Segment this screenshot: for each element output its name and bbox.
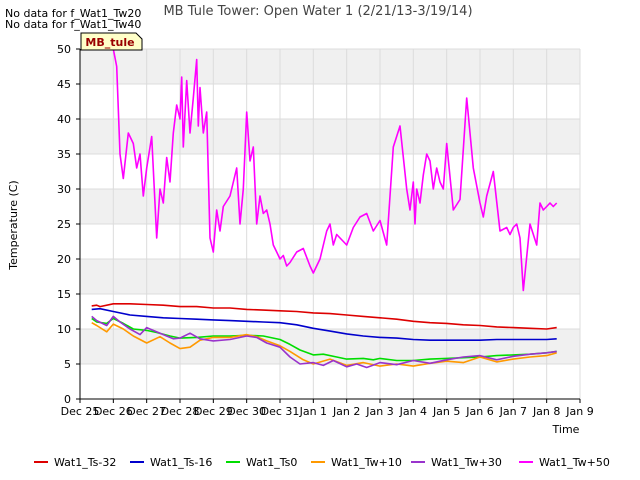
y-tick-label: 35 [57, 148, 71, 161]
legend-label: Wat1_Ts-32 [54, 455, 117, 469]
x-tick-label: Dec 29 [194, 405, 233, 418]
y-axis-ticks: 0 5 10 15 20 25 30 35 40 45 50 [57, 43, 80, 406]
y-tick-label: 40 [57, 113, 71, 126]
station-annotation: MB_tule [80, 32, 143, 51]
x-tick-label: Jan 2 [332, 405, 360, 418]
y-tick-label: 0 [64, 393, 71, 406]
x-tick-label: Dec 27 [127, 405, 166, 418]
legend-swatch [519, 461, 533, 463]
y-tick-label: 20 [57, 253, 71, 266]
grid-band [80, 259, 580, 294]
series-line-wat1-tw-30 [91, 315, 557, 369]
y-axis-label: Temperature (C) [7, 180, 20, 270]
legend-item-wat1-tw-10: Wat1_Tw+10 [311, 454, 402, 470]
legend-item-wat1-tw-50: Wat1_Tw+50 [519, 454, 610, 470]
legend-swatch [34, 461, 48, 463]
y-tick-label: 10 [57, 323, 71, 336]
legend-item-wat1-ts-16: Wat1_Ts-16 [130, 454, 212, 470]
grid-band [80, 49, 580, 84]
legend-item-wat1-tw-30: Wat1_Tw+30 [411, 454, 502, 470]
annotation-label: MB_tule [85, 36, 134, 49]
legend-label: Wat1_Ts0 [246, 455, 298, 469]
x-tick-label: Jan 7 [499, 405, 527, 418]
series-line-wat1-tw-10 [91, 322, 557, 367]
no-data-note-tw20: No data for f_Wat1_Tw20 [5, 7, 142, 20]
legend-label: Wat1_Tw+30 [431, 455, 502, 469]
legend-swatch [411, 461, 425, 463]
x-tick-label: Dec 28 [161, 405, 200, 418]
x-tick-label: Jan 5 [432, 405, 460, 418]
annotation-box [80, 32, 143, 51]
x-tick-label: Jan 6 [465, 405, 493, 418]
y-tick-label: 25 [57, 218, 71, 231]
legend-swatch [226, 461, 240, 463]
x-tick-label: Jan 9 [565, 405, 593, 418]
y-tick-label: 45 [57, 78, 71, 91]
x-tick-label: Jan 8 [532, 405, 560, 418]
x-tick-label: Jan 1 [299, 405, 327, 418]
x-tick-label: Jan 4 [399, 405, 427, 418]
legend-label: Wat1_Tw+10 [331, 455, 402, 469]
x-tick-label: Dec 26 [94, 405, 133, 418]
legend-item-wat1-ts-32: Wat1_Ts-32 [34, 454, 116, 470]
legend-item-wat1-ts0: Wat1_Ts0 [226, 454, 297, 470]
x-tick-label: Dec 30 [227, 405, 266, 418]
series-line-wat1-ts-32 [91, 302, 557, 330]
series-line-wat1-tw-50 [112, 48, 558, 292]
no-data-note-tw40: No data for f_Wat1_Tw40 [5, 18, 142, 31]
legend: Wat1_Ts-32 Wat1_Ts-16 Wat1_Ts0 Wat1_Tw+10 Wa… [0, 454, 640, 470]
y-tick-label: 50 [57, 43, 71, 56]
x-tick-label: Jan 3 [365, 405, 393, 418]
y-tick-label: 15 [57, 288, 71, 301]
legend-swatch [130, 461, 144, 463]
legend-swatch [311, 461, 325, 463]
y-tick-label: 5 [64, 358, 71, 371]
chart-title: MB Tule Tower: Open Water 1 (2/21/13-3/1… [163, 4, 472, 19]
x-tick-label: Dec 25 [61, 405, 100, 418]
y-tick-label: 30 [57, 183, 71, 196]
legend-label: Wat1_Ts-16 [150, 455, 213, 469]
x-tick-label: Dec 31 [261, 405, 300, 418]
series-line-wat1-ts-16 [91, 307, 557, 342]
legend-label: Wat1_Tw+50 [539, 455, 610, 469]
series-layer [91, 48, 558, 369]
grid-band [80, 119, 580, 154]
x-axis-label: Time [552, 423, 580, 436]
